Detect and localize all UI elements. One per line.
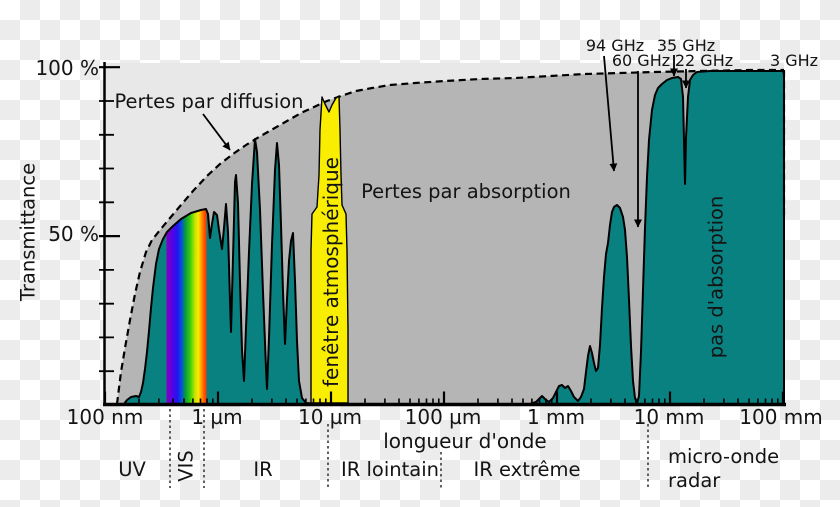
x-axis: [103, 391, 786, 407]
y-axis-minor-ticks: [99, 100, 114, 373]
atmospheric-window-band: [310, 95, 349, 404]
arrow-94ghz-icon: [603, 55, 618, 172]
x-axis-major-ticks: [103, 391, 785, 405]
x-tick-label: 100 µm: [405, 405, 482, 429]
diffusion-arrow-icon: [202, 113, 231, 151]
band-label-uv: UV: [118, 458, 146, 481]
x-tick-label: 1 µm: [191, 405, 242, 429]
band-label-ir-lointain: IR lointain: [341, 458, 439, 481]
freq-label-22ghz: 22 GHz: [675, 51, 733, 70]
y-tick-label-100: 100 %: [35, 56, 99, 80]
absorption-label: Pertes par absorption: [361, 180, 571, 203]
x-axis-minor-ticks: [138, 398, 779, 405]
band-label-radar: radar: [668, 469, 721, 492]
x-tick-label: 100 mm: [739, 405, 823, 429]
band-label-micro-onde: micro-onde: [668, 445, 779, 468]
freq-label-60ghz: 60 GHz: [612, 51, 670, 70]
no-absorption-label: pas d'absorption: [705, 196, 728, 359]
diffusion-label: Pertes par diffusion: [114, 90, 303, 113]
band-label-ir-extreme: IR extrême: [474, 458, 581, 481]
freq-label-94ghz: 94 GHz: [586, 36, 644, 55]
y-tick-label-50: 50 %: [48, 222, 99, 246]
atmospheric-window-label: fenêtre atmosphérique: [319, 157, 343, 387]
band-separator-dashes: [169, 409, 649, 490]
x-tick-label: 10 mm: [634, 405, 705, 429]
band-label-ir: IR: [253, 458, 272, 481]
freq-label-3ghz: 3 GHz: [770, 51, 818, 70]
y-axis-title: Transmittance: [17, 163, 40, 302]
diffusion-envelope-dashed-line: [115, 68, 786, 405]
x-tick-label: 100 nm: [67, 405, 144, 429]
visible-spectrum-gradient: [166, 195, 207, 404]
x-tick-label: 1 mm: [527, 405, 585, 429]
y-axis: [99, 62, 120, 406]
freq-label-35ghz: 35 GHz: [657, 36, 715, 55]
y-axis-major-ticks: [99, 66, 120, 238]
band-label-vis: VIS: [175, 450, 198, 481]
x-tick-label: 10 µm: [298, 405, 362, 429]
x-axis-title: longueur d'onde: [383, 429, 547, 453]
